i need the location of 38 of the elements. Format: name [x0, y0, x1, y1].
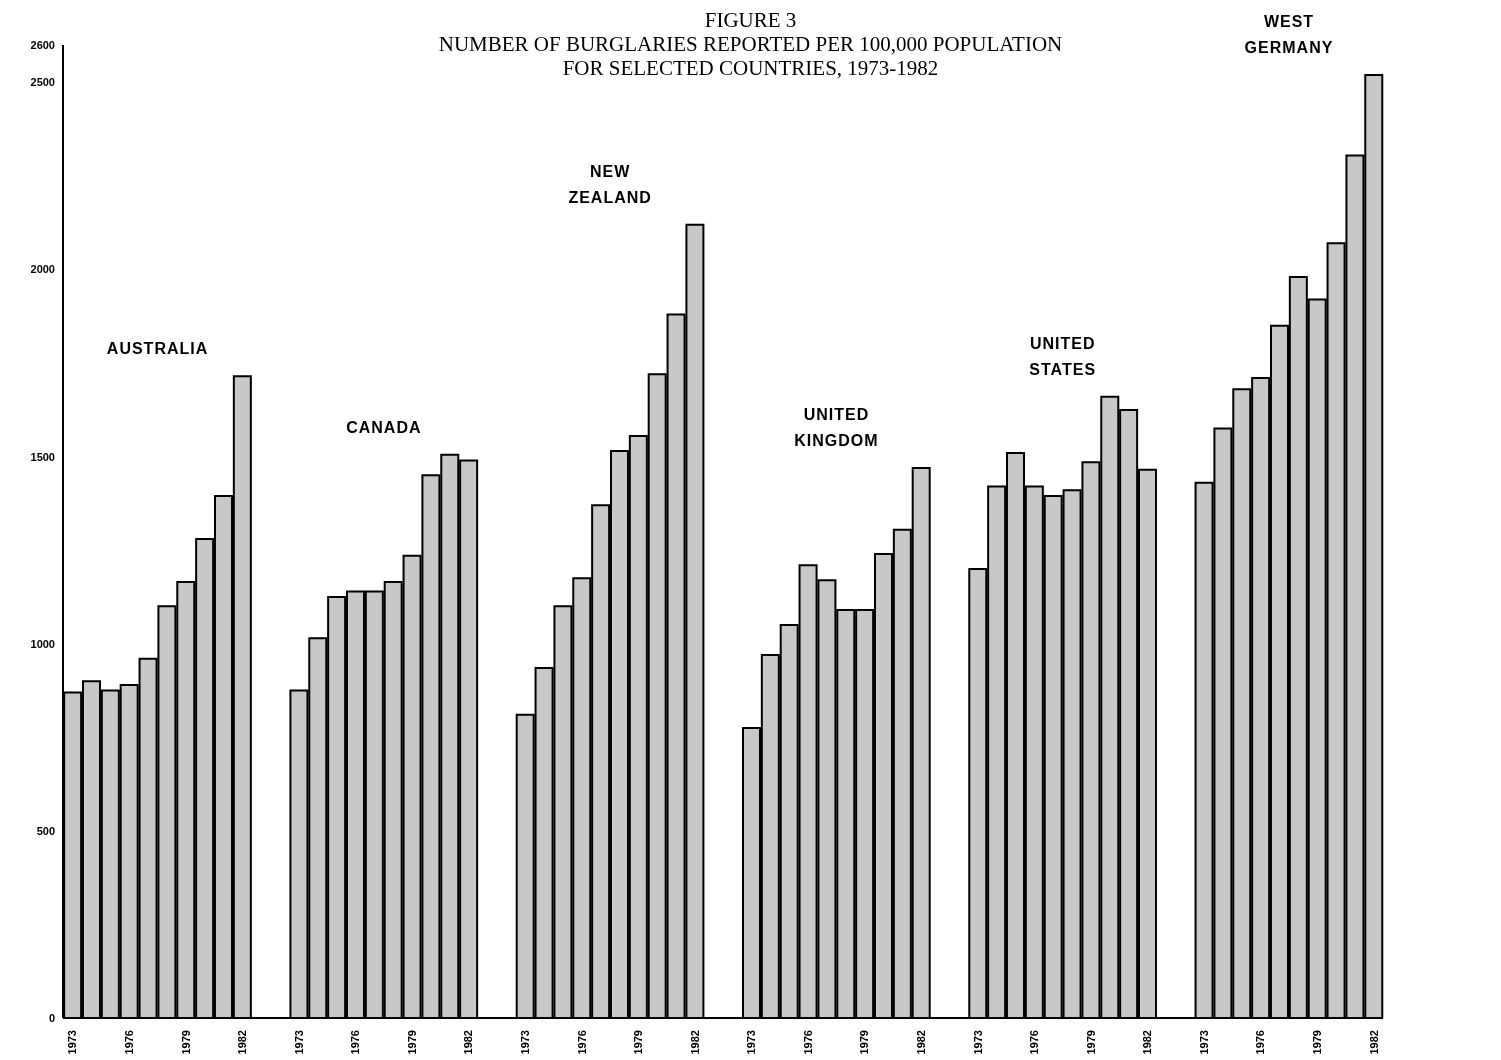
series-label: UNITED STATES — [1029, 334, 1097, 378]
x-tick-label: 1973 — [519, 1030, 531, 1055]
y-tick-label: 0 — [48, 1011, 55, 1024]
y-tick-label: 1000 — [30, 637, 55, 650]
x-tick-label: 1973 — [745, 1030, 758, 1055]
x-tick-label: 1973 — [292, 1030, 305, 1055]
x-tick-label: 1979 — [632, 1030, 645, 1055]
x-tick-label: 1982 — [915, 1030, 927, 1055]
chart-title: FIGURE 3 NUMBER OF BURGLARIES REPORTED PER 100,000 POPULATION FOR SELECTED COUNTRIES, 1973-1982 — [438, 8, 1063, 80]
x-tick-label: 1979 — [405, 1030, 418, 1055]
x-tick-label: 1982 — [688, 1030, 701, 1055]
y-tick-label: 2000 — [30, 263, 55, 276]
series-label: CANADA — [346, 418, 422, 436]
y-tick-label: 1500 — [30, 450, 55, 463]
text: WEST GERMANY — [1244, 12, 1334, 56]
y-tick-label: 500 — [36, 824, 55, 837]
x-tick-label: 1976 — [349, 1030, 362, 1055]
x-tick-label: 1979 — [858, 1030, 871, 1055]
text: UNITED KINGDOM — [794, 405, 879, 449]
x-tick-label: 1982 — [1367, 1030, 1380, 1055]
series-label: AUSTRALIA — [106, 340, 209, 358]
x-tick-label: 1979 — [1311, 1030, 1323, 1055]
x-tick-label: 1982 — [236, 1030, 249, 1055]
x-tick-label: 1973 — [971, 1030, 984, 1055]
x-tick-label: 1982 — [1141, 1030, 1154, 1055]
y-tick-label: 2600 — [30, 38, 55, 51]
x-tick-label: 1973 — [1197, 1030, 1210, 1055]
x-tick-label: 1976 — [1254, 1030, 1267, 1055]
x-tick-label: 1982 — [462, 1030, 475, 1055]
text: NEW ZEALAND — [568, 162, 652, 206]
x-tick-label: 1976 — [1028, 1030, 1041, 1055]
x-tick-label: 1979 — [1084, 1030, 1097, 1055]
y-tick-label: 2500 — [30, 76, 55, 89]
x-tick-label: 1976 — [123, 1030, 135, 1055]
x-tick-label: 1973 — [66, 1030, 79, 1055]
x-tick-label: 1979 — [179, 1030, 192, 1055]
x-tick-label: 1976 — [575, 1030, 588, 1055]
x-tick-label: 1976 — [801, 1030, 814, 1055]
